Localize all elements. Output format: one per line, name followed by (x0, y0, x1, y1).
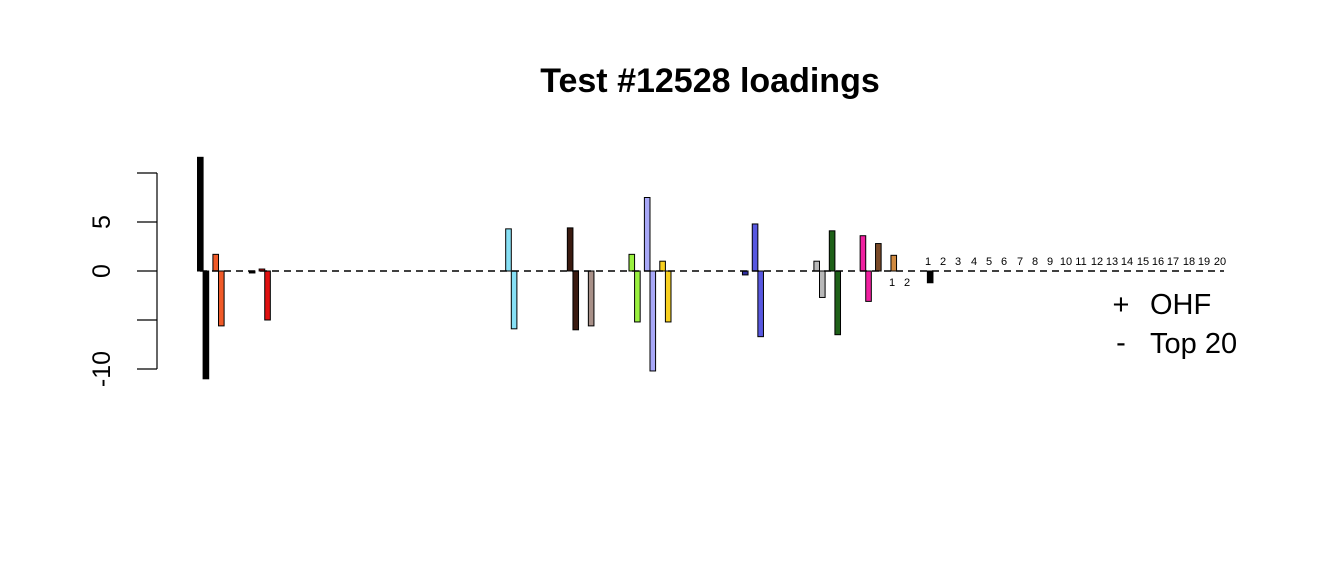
rank-label-top: 5 (986, 256, 992, 268)
small-label-layer: 1 2 3 4 5 6 7 8 9 10 11 12 13 14 15 16 17 18 19 201 2 (889, 256, 1226, 289)
bar-positive (628, 253, 636, 272)
rank-label-top: 15 (1137, 256, 1149, 268)
y-axis: -10 0 5 (88, 172, 158, 387)
bar-negative (587, 270, 595, 327)
rank-label-top: 9 (1047, 256, 1053, 268)
bar-positive (828, 230, 836, 272)
bar-positive (890, 254, 898, 272)
legend-label-ohf: OHF (1150, 289, 1211, 321)
rank-label-top: 1 (925, 256, 931, 268)
bar-negative (926, 270, 934, 284)
rank-label-top: 8 (1032, 256, 1038, 268)
bar-negative (865, 270, 872, 302)
rank-label-top: 6 (1001, 256, 1007, 268)
bar-negative (264, 270, 271, 321)
bar-positive (751, 223, 759, 272)
rank-label-top: 4 (971, 256, 977, 268)
rank-label-top: 12 (1091, 256, 1103, 268)
bar-positive (212, 253, 220, 272)
rank-label-top: 17 (1167, 256, 1179, 268)
bar-positive (566, 227, 574, 272)
rank-label-top: 13 (1106, 256, 1118, 268)
y-tick-label: -10 (88, 351, 116, 387)
bar-positive (659, 260, 666, 272)
bar-negative (757, 270, 764, 338)
rank-label-top: 14 (1121, 256, 1133, 268)
legend-symbol-plus: + (1113, 289, 1130, 321)
bar-positive (813, 260, 821, 272)
bar-negative (202, 270, 210, 380)
bar-negative (634, 270, 641, 323)
legend-symbol-minus: - (1116, 327, 1126, 359)
rank-label-top: 3 (955, 256, 961, 268)
rank-label-top: 19 (1198, 256, 1210, 268)
bar-layer (197, 156, 934, 380)
rank-label-top: 7 (1017, 256, 1023, 268)
rank-label-top: 16 (1152, 256, 1164, 268)
bar-negative (819, 270, 826, 298)
bar-negative (664, 270, 672, 323)
chart-title: Test #12528 loadings (540, 62, 880, 100)
rank-label-top: 11 (1075, 256, 1086, 268)
bar-negative (649, 270, 657, 372)
rank-label-top: 2 (940, 256, 946, 268)
rank-label-bottom: 1 (889, 277, 895, 289)
bar-positive (197, 156, 204, 272)
bar-positive (643, 197, 651, 272)
bar-positive (859, 235, 867, 272)
y-tick-label: 5 (88, 215, 116, 229)
y-tick-label: 0 (88, 264, 116, 278)
legend-label-top20: Top 20 (1150, 328, 1237, 360)
bar-positive (875, 243, 882, 272)
bar-positive (505, 228, 512, 272)
bar-negative (572, 270, 580, 331)
bar-negative (510, 270, 518, 330)
rank-label-bottom: 2 (904, 277, 910, 289)
bar-negative (218, 270, 225, 327)
rank-label-top: 10 (1060, 256, 1072, 268)
rank-label-top: 18 (1183, 256, 1195, 268)
rank-label-top: 20 (1214, 256, 1226, 268)
legend: + OHF - Top 20 (1113, 289, 1238, 360)
bar-negative (834, 270, 842, 336)
